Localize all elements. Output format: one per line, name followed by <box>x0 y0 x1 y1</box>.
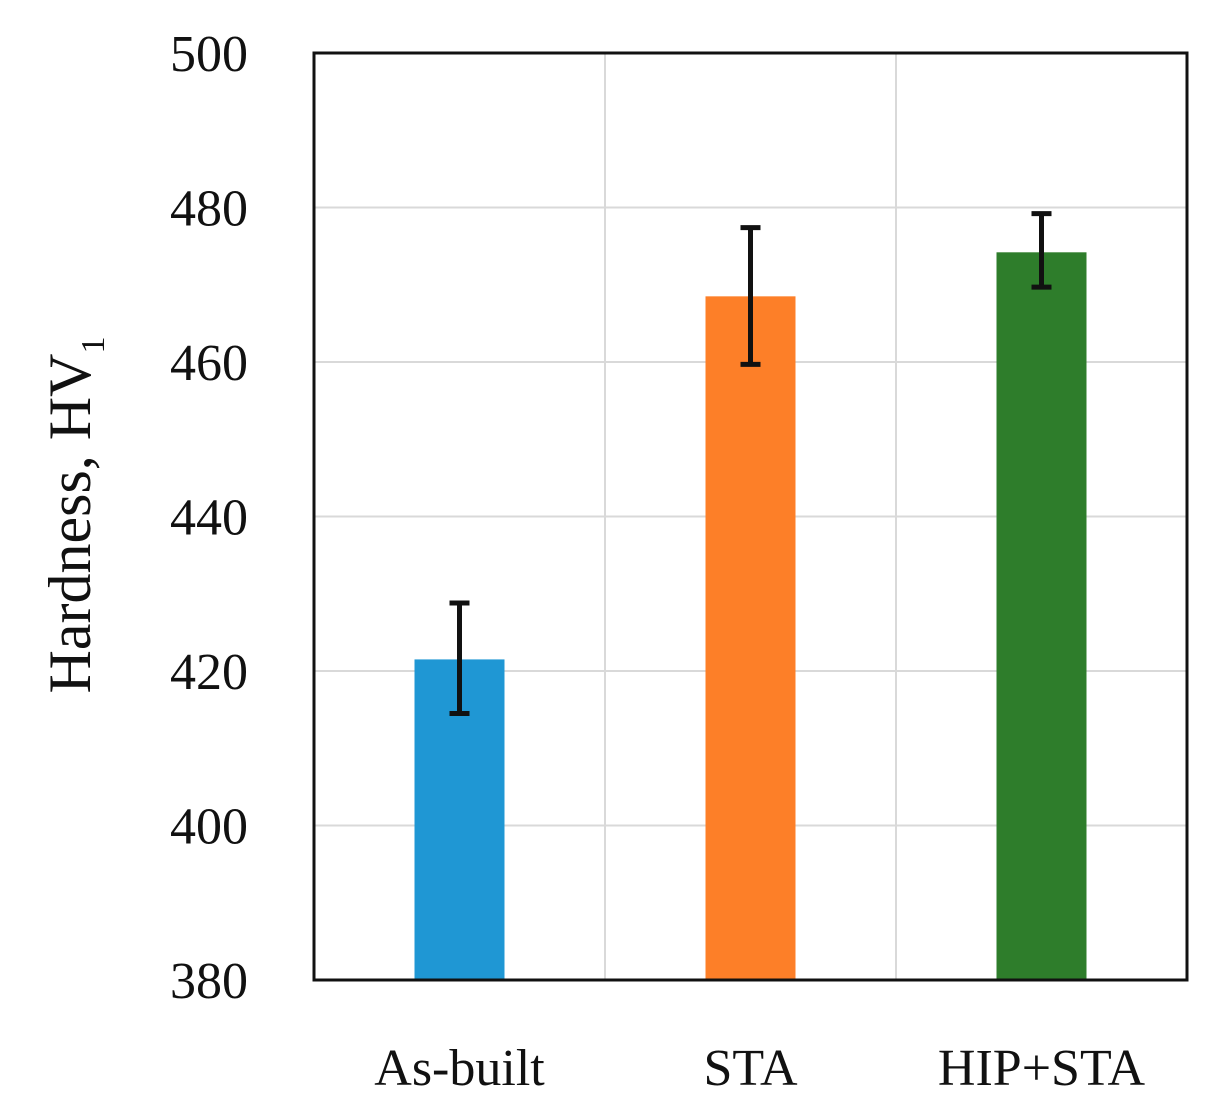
plot-frame <box>312 51 1189 982</box>
y-tick-480: 480 <box>170 181 248 238</box>
error-bar-as-built <box>449 600 470 716</box>
bars-group <box>414 252 1087 980</box>
x-tick-labels: As-built STA HIP+STA <box>374 1040 1145 1097</box>
y-axis-label: Hardness, HV1 <box>37 337 112 694</box>
y-tick-460: 460 <box>170 335 248 392</box>
error-bar-hip-sta <box>1031 211 1052 290</box>
bar-hip-sta <box>996 252 1087 980</box>
y-tick-440: 440 <box>170 490 248 547</box>
y-tick-labels: 380 400 420 440 460 480 500 <box>170 26 248 1010</box>
y-tick-400: 400 <box>170 799 248 856</box>
y-tick-420: 420 <box>170 644 248 701</box>
x-tick-as-built: As-built <box>374 1040 545 1097</box>
bar-sta <box>705 296 796 980</box>
y-tick-380: 380 <box>170 953 248 1010</box>
x-tick-sta: STA <box>703 1040 798 1097</box>
error-bar-sta <box>740 225 761 367</box>
error-bars-group <box>449 211 1052 716</box>
x-tick-hip-sta: HIP+STA <box>938 1040 1146 1097</box>
y-tick-500: 500 <box>170 26 248 83</box>
